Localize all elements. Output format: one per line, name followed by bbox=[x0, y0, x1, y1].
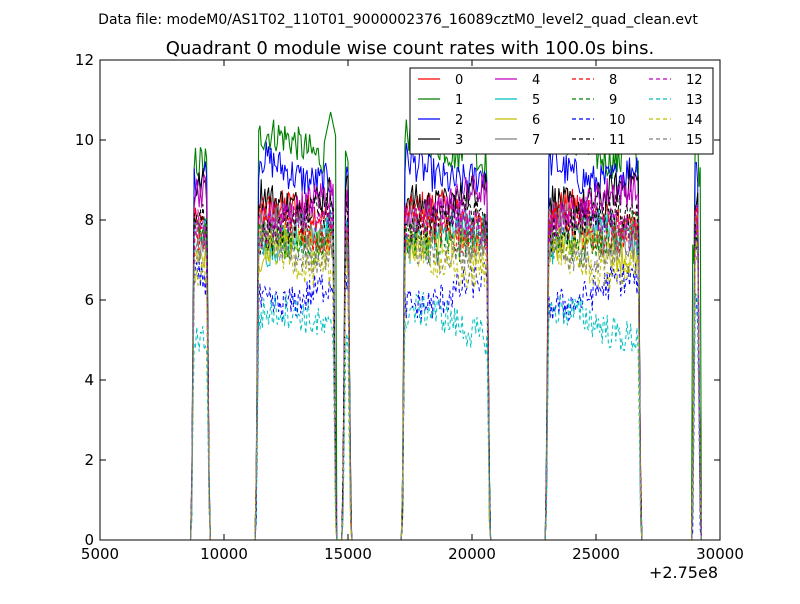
x-tick-label: 30000 bbox=[696, 545, 744, 563]
series-line-10 bbox=[186, 261, 703, 540]
y-tick-label: 12 bbox=[75, 51, 94, 69]
y-tick-label: 8 bbox=[84, 211, 94, 229]
y-tick-label: 6 bbox=[84, 291, 94, 309]
legend-label-2: 2 bbox=[455, 113, 463, 128]
y-tick-label: 2 bbox=[84, 451, 94, 469]
x-tick-label: 20000 bbox=[448, 545, 496, 563]
legend-label-7: 7 bbox=[532, 133, 540, 148]
plot-series-group bbox=[186, 83, 703, 540]
legend-label-13: 13 bbox=[686, 93, 703, 108]
series-line-11 bbox=[186, 192, 703, 540]
legend-label-11: 11 bbox=[609, 133, 626, 148]
legend-box bbox=[409, 67, 714, 155]
legend-label-3: 3 bbox=[455, 133, 463, 148]
legend-label-6: 6 bbox=[532, 113, 540, 128]
y-tick-label: 10 bbox=[75, 131, 94, 149]
x-offset-label: +2.75e8 bbox=[649, 563, 718, 582]
legend-label-5: 5 bbox=[532, 93, 540, 108]
legend-label-14: 14 bbox=[686, 113, 703, 128]
legend-label-9: 9 bbox=[609, 93, 617, 108]
legend-label-4: 4 bbox=[532, 73, 540, 88]
legend-label-1: 1 bbox=[455, 93, 463, 108]
series-line-13 bbox=[186, 291, 703, 540]
legend-label-15: 15 bbox=[686, 133, 703, 148]
legend-label-8: 8 bbox=[609, 73, 617, 88]
y-tick-label: 4 bbox=[84, 371, 94, 389]
x-tick-label: 5000 bbox=[81, 545, 119, 563]
series-line-1 bbox=[186, 83, 703, 540]
series-line-9 bbox=[186, 210, 703, 540]
x-tick-label: 25000 bbox=[572, 545, 620, 563]
data-file-label: Data file: modeM0/AS1T02_110T01_90000023… bbox=[98, 12, 698, 28]
chart-title: Quadrant 0 module wise count rates with … bbox=[166, 38, 655, 59]
series-line-14 bbox=[186, 227, 703, 540]
x-tick-label: 10000 bbox=[200, 545, 248, 563]
x-tick-label: 15000 bbox=[324, 545, 372, 563]
legend-label-10: 10 bbox=[609, 113, 626, 128]
series-line-15 bbox=[186, 219, 703, 540]
legend-label-12: 12 bbox=[686, 73, 703, 88]
legend-label-0: 0 bbox=[455, 73, 463, 88]
y-tick-label: 0 bbox=[84, 531, 94, 549]
